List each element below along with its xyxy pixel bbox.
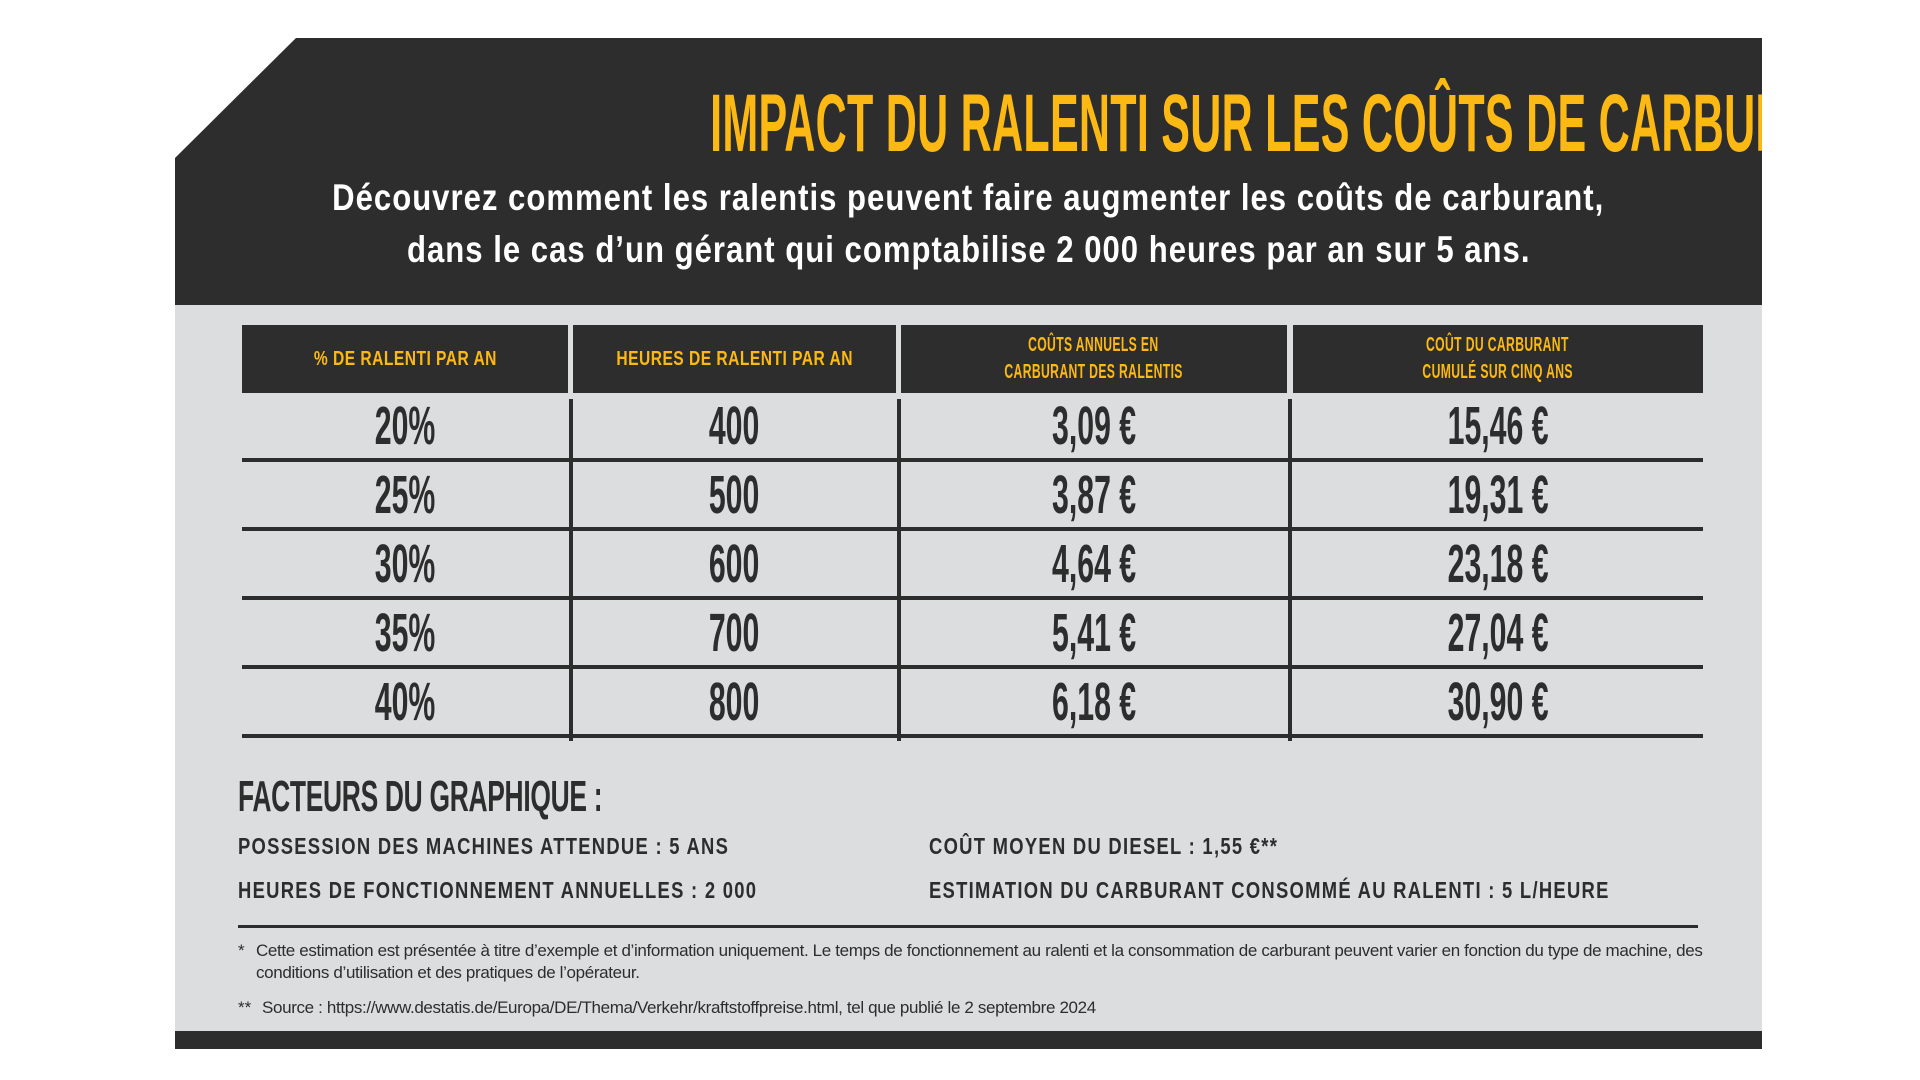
cell-idle-percent: 35% (374, 602, 436, 663)
cell-five-year-cost: 27,04 € (1447, 602, 1549, 663)
table-body: 20% 400 3,09 € 15,46 € 25% 500 3,87 € 19… (242, 393, 1703, 741)
cell-idle-hours: 500 (709, 464, 760, 525)
fact-diesel-cost: COÛT MOYEN DU DIESEL : 1,55 €** (929, 833, 1279, 859)
column-header-idle-hours: HEURES DE RALENTI PAR AN (573, 325, 896, 393)
cell-idle-hours: 600 (709, 533, 760, 594)
cell-annual-cost: 5,41 € (1051, 602, 1137, 663)
cell-five-year-cost: 19,31 € (1447, 464, 1549, 525)
cell-idle-percent: 30% (374, 533, 436, 594)
section-divider (238, 925, 1698, 928)
fact-idle-consumption: ESTIMATION DU CARBURANT CONSOMMÉ AU RALE… (929, 877, 1610, 903)
table-row: 40% 800 6,18 € 30,90 € (242, 669, 1703, 738)
column-header-annual-cost: COÛTS ANNUELS EN CARBURANT DES RALENTIS (901, 325, 1287, 393)
cell-idle-percent: 20% (374, 395, 436, 456)
footnote-source: ** Source : https://www.destatis.de/Euro… (238, 998, 1096, 1017)
fact-annual-hours: HEURES DE FONCTIONNEMENT ANNUELLES : 2 0… (238, 877, 758, 903)
page-title: IMPACT DU RALENTI SUR LES COÛTS DE CARBU… (710, 78, 1894, 169)
subtitle-line-1: Découvrez comment les ralentis peuvent f… (332, 177, 1605, 218)
column-header-idle-percent: % DE RALENTI PAR AN (242, 325, 568, 393)
footnote-disclaimer: * Cette estimation est présentée à titre… (238, 941, 1703, 982)
column-divider (569, 399, 573, 741)
column-header-five-year-cost: COÛT DU CARBURANT CUMULÉ SUR CINQ ANS (1293, 325, 1703, 393)
idle-cost-table: % DE RALENTI PAR AN HEURES DE RALENTI PA… (242, 325, 1703, 741)
cell-annual-cost: 3,09 € (1051, 395, 1137, 456)
table-header: % DE RALENTI PAR AN HEURES DE RALENTI PA… (242, 325, 1703, 393)
infographic-panel: IMPACT DU RALENTI SUR LES COÛTS DE CARBU… (175, 38, 1762, 1049)
cell-annual-cost: 4,64 € (1051, 533, 1137, 594)
header-banner: IMPACT DU RALENTI SUR LES COÛTS DE CARBU… (175, 38, 1762, 305)
table-row: 20% 400 3,09 € 15,46 € (242, 393, 1703, 462)
fact-ownership: POSSESSION DES MACHINES ATTENDUE : 5 ANS (238, 833, 730, 859)
table-row: 35% 700 5,41 € 27,04 € (242, 600, 1703, 669)
cell-idle-percent: 40% (374, 671, 436, 732)
table-row: 30% 600 4,64 € 23,18 € (242, 531, 1703, 600)
cell-annual-cost: 3,87 € (1051, 464, 1137, 525)
cell-five-year-cost: 30,90 € (1447, 671, 1549, 732)
cell-annual-cost: 6,18 € (1051, 671, 1137, 732)
cell-idle-hours: 800 (709, 671, 760, 732)
table-row: 25% 500 3,87 € 19,31 € (242, 462, 1703, 531)
column-divider (1288, 399, 1292, 741)
cell-idle-hours: 400 (709, 395, 760, 456)
cell-idle-percent: 25% (374, 464, 436, 525)
subtitle-line-2: dans le cas d’un gérant qui comptabilise… (406, 229, 1531, 270)
column-divider (897, 399, 901, 741)
cell-five-year-cost: 15,46 € (1447, 395, 1549, 456)
cell-five-year-cost: 23,18 € (1447, 533, 1549, 594)
cell-idle-hours: 700 (709, 602, 760, 663)
facts-heading: FACTEURS DU GRAPHIQUE : (238, 772, 603, 821)
bottom-bar (175, 1031, 1762, 1049)
